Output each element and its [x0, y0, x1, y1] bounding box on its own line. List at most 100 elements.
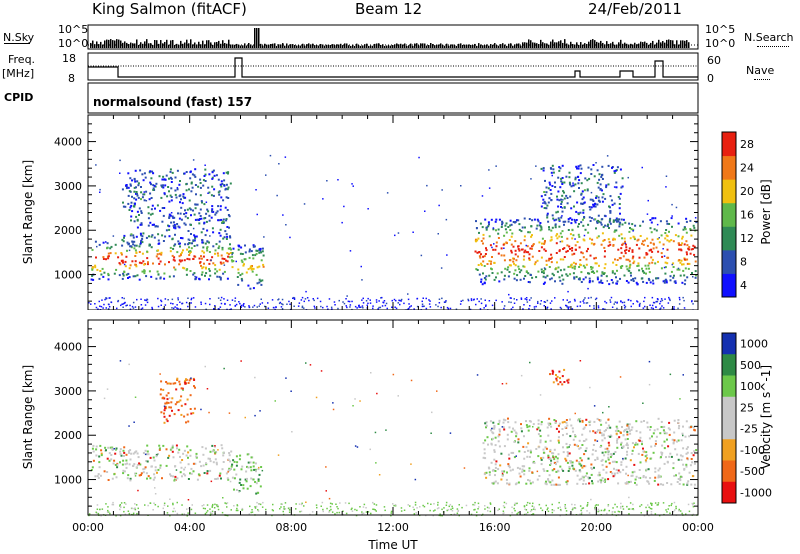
data-cell [664, 232, 667, 234]
data-cell [628, 247, 631, 250]
noise-cell [398, 299, 400, 302]
data-cell [545, 259, 548, 262]
scatter-cell [265, 174, 267, 176]
data-cell [633, 446, 635, 449]
noise-cell [236, 504, 239, 507]
data-cell [523, 457, 526, 460]
data-cell [173, 479, 176, 482]
data-cell [201, 267, 204, 270]
noise-cell [562, 299, 564, 301]
data-cell [150, 246, 153, 249]
noise-cell [361, 511, 363, 513]
nsky-bar [496, 45, 498, 48]
noise-cell [503, 512, 505, 514]
scatter-cell [238, 491, 240, 493]
noise-cell [435, 304, 437, 306]
data-cell [140, 223, 143, 226]
scatter-cell [574, 238, 576, 240]
noise-cell [600, 509, 603, 512]
data-cell [686, 258, 689, 261]
data-cell [561, 274, 564, 277]
data-cell [677, 478, 680, 480]
data-cell [214, 213, 217, 216]
scatter-cell [370, 372, 372, 374]
scatter-cell [492, 227, 495, 229]
data-cell [510, 223, 513, 226]
data-cell [673, 274, 675, 277]
data-cell [175, 388, 178, 391]
noise-cell [652, 307, 654, 310]
data-cell [644, 476, 647, 479]
nsky-bar [140, 42, 142, 48]
data-cell [511, 468, 514, 471]
data-cell [221, 447, 224, 450]
data-cell [134, 472, 137, 475]
nsky-bar [312, 43, 314, 48]
data-cell [496, 272, 499, 275]
data-cell [608, 227, 610, 229]
nsky-bar [126, 42, 128, 48]
noise-cell [108, 303, 110, 306]
data-cell [606, 450, 609, 453]
scatter-cell [488, 169, 490, 171]
data-cell [251, 270, 254, 273]
data-cell [148, 171, 151, 174]
noise-cell [192, 297, 195, 299]
noise-cell [298, 503, 301, 505]
data-cell [532, 423, 535, 426]
noise-cell [117, 299, 120, 302]
nsky-bar [252, 45, 254, 48]
data-cell [492, 421, 495, 424]
noise-cell [589, 305, 591, 307]
noise-cell [597, 305, 600, 307]
data-cell [689, 464, 692, 467]
data-cell [599, 188, 602, 191]
noise-cell [108, 297, 110, 299]
data-cell [495, 241, 498, 244]
data-cell [227, 255, 230, 258]
data-cell [170, 181, 173, 183]
data-cell [494, 463, 497, 466]
data-cell [217, 191, 220, 194]
data-cell [528, 469, 531, 472]
data-cell [686, 262, 689, 265]
noise-cell [438, 302, 441, 304]
nsky-bar [118, 39, 120, 48]
data-cell [559, 465, 562, 468]
data-cell [98, 243, 101, 246]
data-cell [135, 466, 138, 469]
data-cell [626, 444, 629, 447]
noise-cell [572, 507, 574, 509]
nsky-bar [564, 39, 566, 48]
data-cell [540, 463, 543, 466]
data-cell [603, 430, 606, 433]
nsky-bar [136, 39, 138, 48]
data-cell [157, 249, 160, 252]
data-cell [147, 261, 149, 264]
noise-cell [654, 502, 657, 504]
nsky-bar [216, 41, 218, 48]
data-cell [684, 267, 687, 270]
data-cell [185, 183, 188, 186]
data-cell [191, 186, 194, 189]
data-cell [558, 249, 561, 252]
data-cell [186, 257, 189, 260]
data-cell [645, 267, 648, 270]
data-cell [163, 412, 165, 415]
data-cell [157, 468, 160, 471]
data-cell [128, 463, 131, 466]
data-cell [181, 237, 184, 240]
data-cell [237, 268, 240, 271]
data-cell [600, 481, 602, 484]
noise-cell [644, 305, 646, 308]
data-cell [504, 228, 507, 231]
data-cell [589, 237, 591, 240]
data-cell [572, 234, 575, 237]
data-cell [172, 221, 175, 224]
data-cell [160, 196, 163, 199]
data-cell [630, 279, 633, 282]
data-cell [182, 193, 185, 196]
data-cell [109, 252, 112, 255]
data-cell [222, 454, 225, 457]
scatter-cell [675, 206, 678, 209]
